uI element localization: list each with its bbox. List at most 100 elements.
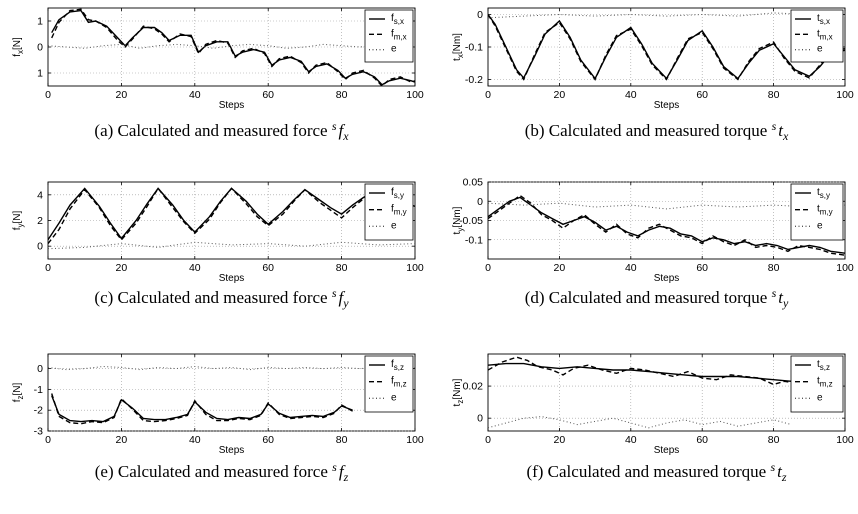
caption-symbol: t	[778, 121, 784, 140]
y-tick-label: 2	[37, 215, 43, 227]
subplot-caption: (b) Calculated and measured torque s tx	[525, 119, 789, 143]
series-line-dashed	[51, 8, 415, 86]
legend-entry: tm,x	[817, 28, 833, 41]
legend-entry-label: e	[391, 44, 397, 55]
x-tick-label: 0	[485, 89, 491, 101]
caption-sub: z	[343, 470, 349, 484]
legend-entry-sub: m,z	[394, 380, 407, 389]
legend: fs,zfm,ze	[364, 355, 414, 413]
x-tick-label: 60	[696, 89, 708, 101]
y-axis-label-symbol: t	[452, 231, 463, 234]
legend-entry: e	[817, 220, 823, 231]
y-axis-label: fx[N]	[12, 37, 25, 57]
y-tick-label: 0.05	[463, 177, 484, 189]
caption-sup: s	[772, 286, 777, 300]
legend-entry: ts,y	[817, 187, 830, 200]
caption-sub: y	[782, 296, 789, 310]
x-tick-label: 0	[45, 89, 51, 101]
x-tick-label: 40	[189, 89, 201, 101]
x-tick-label: 80	[336, 262, 348, 274]
legend-entry-label: t	[817, 204, 820, 215]
y-tick-label: 0	[37, 363, 43, 375]
legend: fs,yfm,ye	[364, 183, 414, 241]
legend-entry-sub: s,x	[394, 17, 404, 26]
legend-entry: fs,z	[391, 359, 404, 372]
y-axis-label-sub: z	[456, 400, 465, 404]
y-tick-label: -0.1	[465, 234, 483, 246]
legend-entry-label: f	[391, 13, 394, 24]
legend-entry-label: e	[817, 392, 823, 403]
legend-entry-label: f	[391, 204, 394, 215]
x-tick-label: 40	[625, 434, 637, 446]
legend-entry-label: e	[391, 220, 397, 231]
caption-text: (c) Calculated and measured force	[94, 288, 331, 307]
x-tick-label: 0	[485, 434, 491, 446]
x-tick-label: 0	[45, 434, 51, 446]
y-tick-label: -0.05	[459, 215, 483, 227]
series-line-dashed	[488, 14, 845, 81]
y-axis-label-sub: x	[16, 50, 25, 54]
series-line-dashed	[51, 393, 353, 425]
y-tick-label: 0.02	[463, 381, 484, 393]
x-tick-label: 60	[262, 434, 274, 446]
caption-sup: s	[770, 460, 775, 474]
x-axis-label: Steps	[219, 273, 245, 284]
legend-entry: tm,z	[817, 376, 833, 389]
legend: ts,xtm,xe	[790, 9, 844, 63]
legend-entry: fm,z	[391, 376, 407, 389]
y-tick-label: -0.2	[465, 74, 483, 86]
legend-entry-sub: s,x	[820, 17, 830, 26]
x-tick-label: 40	[625, 89, 637, 101]
legend: fs,xfm,xe	[364, 9, 414, 63]
x-tick-label: 20	[554, 89, 566, 101]
subplot-b: 0 20 40 60 80 1000-0.1-0.2Stepstx[Nm]ts,xtm,x…	[452, 7, 854, 143]
x-tick-label: 80	[336, 89, 348, 101]
series-line-dashed	[48, 187, 415, 245]
legend-entry-label: f	[391, 28, 394, 39]
caption-symbol: t	[777, 462, 783, 481]
y-axis-label-unit: [N]	[12, 211, 23, 224]
legend-entry: e	[817, 392, 823, 403]
caption-symbol: f	[339, 121, 346, 140]
legend-entry-sub: s,z	[394, 363, 404, 372]
legend-entry-label: f	[391, 359, 394, 370]
caption-sub: x	[782, 129, 789, 143]
y-axis-label: fz[N]	[12, 383, 25, 403]
caption-text: (f) Calculated and measured torque	[526, 462, 770, 481]
x-tick-label: 20	[116, 434, 128, 446]
x-tick-label: 40	[625, 262, 637, 274]
subplot-f: 0 20 40 60 80 1000.020Stepstz[Nm]ts,ztm,ze(f)…	[452, 353, 854, 484]
legend-entry-sub: m,y	[394, 208, 407, 217]
legend-entry-sub: m,y	[820, 208, 833, 217]
x-tick-label: 60	[696, 262, 708, 274]
x-axis-label: Steps	[654, 100, 680, 111]
x-axis-label: Steps	[219, 100, 245, 111]
y-axis-label-unit: [Nm]	[452, 206, 463, 227]
x-tick-label: 60	[262, 89, 274, 101]
caption-sub: z	[781, 470, 787, 484]
x-tick-label: 20	[116, 262, 128, 274]
caption-sup: s	[332, 286, 337, 300]
legend-entry: e	[391, 220, 397, 231]
legend-entry-label: f	[391, 187, 394, 198]
caption-text: (e) Calculated and measured force	[95, 462, 332, 481]
caption-sup: s	[332, 460, 337, 474]
legend-entry-sub: m,x	[820, 32, 833, 41]
subplot-caption: (e) Calculated and measured force s fz	[95, 460, 349, 484]
legend-entry: e	[391, 392, 397, 403]
y-axis-label-symbol: t	[452, 58, 463, 61]
legend-entry-label: e	[817, 44, 823, 55]
legend-entry: e	[391, 44, 397, 55]
y-tick-label: 4	[37, 189, 43, 201]
x-tick-label: 60	[696, 434, 708, 446]
x-tick-label: 80	[336, 434, 348, 446]
y-axis-label-unit: [N]	[12, 383, 23, 396]
y-axis-label: tx[Nm]	[452, 33, 465, 61]
y-tick-label: -1	[34, 384, 43, 396]
x-tick-label: 100	[836, 262, 854, 274]
y-tick-label: 1	[37, 68, 43, 80]
subplot-caption: (d) Calculated and measured torque s ty	[525, 286, 789, 310]
x-tick-label: 20	[554, 262, 566, 274]
